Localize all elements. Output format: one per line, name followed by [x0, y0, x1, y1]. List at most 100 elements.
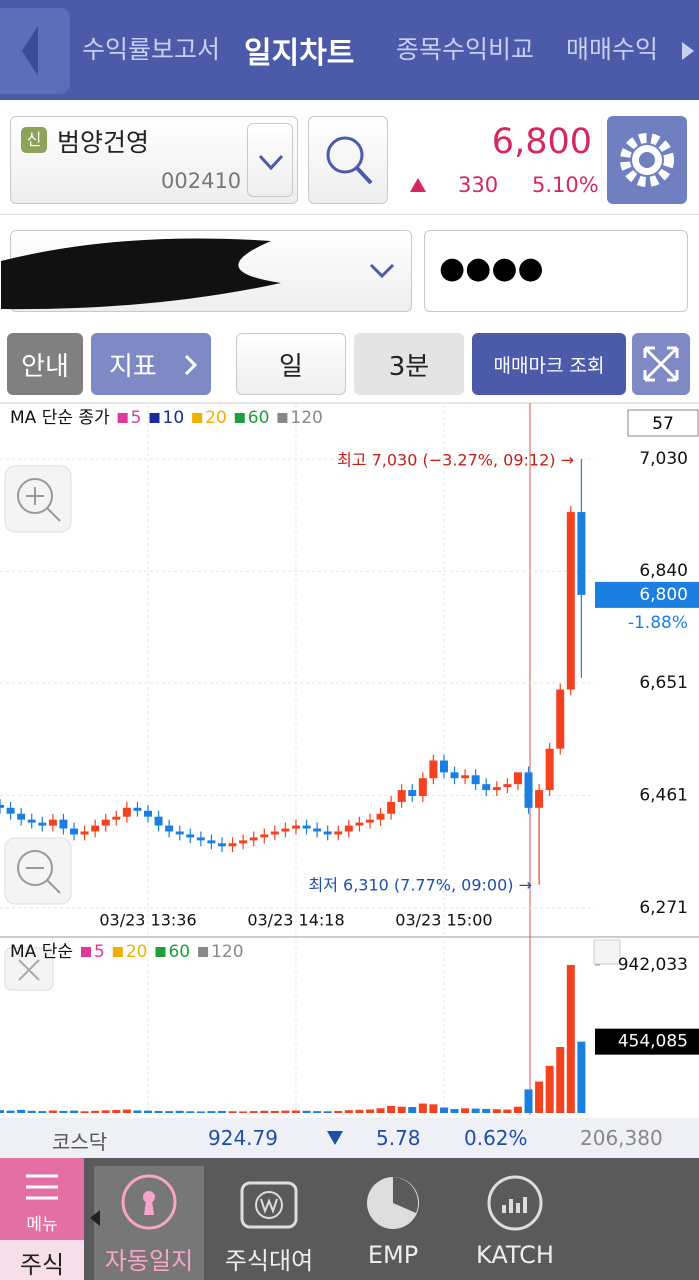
nav-item[interactable]: 주식대여 — [214, 1165, 324, 1280]
tab[interactable]: 매매수익 — [566, 35, 659, 64]
legend-title: MA 단순 종가 — [10, 408, 110, 428]
candle-body — [186, 834, 195, 838]
x-tick-label: 03/23 15:00 — [395, 911, 492, 930]
volume-bar — [260, 1110, 269, 1113]
candle-body — [260, 834, 269, 838]
legend-label: 60 — [248, 408, 270, 428]
zoom-in[interactable] — [4, 465, 72, 533]
candle-body — [281, 828, 290, 832]
dropdown[interactable] — [247, 123, 293, 197]
volume-bar — [524, 1089, 533, 1113]
candle-body — [59, 819, 68, 829]
nav-item[interactable]: EMP — [338, 1165, 448, 1280]
indicator-button[interactable]: 지표 — [91, 333, 211, 395]
legend-swatch — [192, 413, 203, 423]
tab[interactable]: 종목수익비교 — [396, 35, 535, 64]
volume-bar — [482, 1108, 491, 1113]
period-select[interactable]: 일 — [236, 333, 346, 395]
stock-selector[interactable]: 신 범양건영 002410 — [10, 116, 298, 204]
legend-swatch — [198, 947, 209, 957]
back-button[interactable] — [0, 8, 70, 94]
current-volume: 454,085 — [618, 1032, 688, 1052]
x-tick-label: 03/23 14:18 — [247, 911, 344, 930]
nav-item[interactable]: KATCH — [460, 1165, 570, 1280]
candle-body — [154, 816, 163, 826]
tab-active[interactable]: 일지차트 — [244, 36, 355, 71]
stock-code: 002410 — [161, 169, 242, 193]
candle-body — [38, 822, 47, 826]
candle-body — [482, 784, 491, 791]
password-field[interactable]: ●●●● — [424, 230, 688, 312]
gear-icon — [620, 133, 674, 187]
legend-swatch — [234, 413, 245, 423]
volume-bar — [376, 1108, 385, 1113]
volume-bar — [175, 1110, 184, 1113]
candle-body — [535, 790, 544, 808]
nav-icon — [121, 1174, 177, 1230]
candle-body — [471, 775, 480, 785]
legend-label: 5 — [131, 408, 142, 428]
indicator-label: 지표 — [109, 351, 157, 382]
header: 수익률보고서 일지차트 종목수익비교 매매수익 — [0, 0, 699, 100]
low-note: 최저 6,310 (7.77%, 09:00) → — [308, 876, 532, 895]
candle-body — [217, 843, 226, 847]
volume-bar — [429, 1104, 438, 1113]
volume-bar — [133, 1110, 142, 1113]
interval-select[interactable]: 3분 — [354, 333, 464, 395]
candle-body — [302, 825, 311, 829]
guide-button[interactable]: 안내 — [7, 333, 83, 395]
candle-body — [6, 807, 15, 814]
volume-bar — [6, 1110, 15, 1113]
legend-label: 5 — [94, 942, 105, 962]
ticker-bar: 코스닥 924.79 5.78 0.62% 206,380 — [0, 1118, 699, 1158]
volume-bar — [365, 1109, 374, 1113]
menu-button[interactable]: 메뉴 주식 — [0, 1158, 84, 1280]
volume-bar — [556, 1047, 565, 1113]
current-volume-box — [595, 1028, 699, 1055]
candle-body — [207, 840, 216, 844]
volume-bar — [207, 1111, 216, 1113]
volume-bar — [461, 1108, 470, 1113]
candle-body — [175, 831, 184, 835]
settings-button[interactable] — [607, 116, 687, 204]
volume-bar — [387, 1105, 396, 1113]
y-tick-label: 6,840 — [639, 561, 688, 581]
candle-body — [566, 512, 575, 690]
volume-bar — [228, 1111, 237, 1113]
y-tick-label: 942,033 — [618, 955, 688, 975]
candle-body — [270, 831, 279, 835]
nav-item[interactable]: 자동일지 — [94, 1165, 204, 1280]
candle-body — [291, 825, 300, 829]
volume-bar — [313, 1111, 322, 1113]
y-tick-label: 6,461 — [639, 785, 688, 805]
candle-body — [408, 790, 417, 796]
count-label: 57 — [652, 414, 674, 434]
nav-icon — [240, 1181, 298, 1229]
legend-swatch — [277, 413, 288, 423]
active-tab-bg — [94, 1166, 204, 1280]
legend-title: MA 단순 — [10, 942, 73, 962]
volume-bar — [450, 1109, 459, 1113]
badge: 신 — [21, 127, 47, 153]
volume-bar — [80, 1111, 89, 1113]
index-change: 5.78 — [376, 1126, 421, 1150]
zoom-out[interactable] — [4, 837, 72, 905]
trade-marks-button[interactable]: 매매마크 조회 — [472, 333, 626, 395]
account-selector[interactable] — [1, 230, 412, 312]
current-price: 6,800 — [639, 585, 688, 605]
candle-body — [144, 810, 152, 817]
tab[interactable]: 수익률보고서 — [82, 35, 221, 64]
search-button[interactable] — [308, 116, 388, 204]
candle-body — [313, 828, 322, 832]
resize-handle[interactable] — [593, 939, 621, 965]
volume-bar — [48, 1110, 57, 1113]
menu-icon — [26, 1174, 58, 1200]
volume-bar — [323, 1111, 332, 1113]
volume-bar — [59, 1110, 68, 1113]
fullscreen-button[interactable] — [632, 333, 690, 395]
count-box — [627, 409, 699, 437]
candle-body — [112, 816, 121, 820]
candle-body — [556, 689, 565, 749]
change-pct: 5.10% — [532, 173, 599, 197]
